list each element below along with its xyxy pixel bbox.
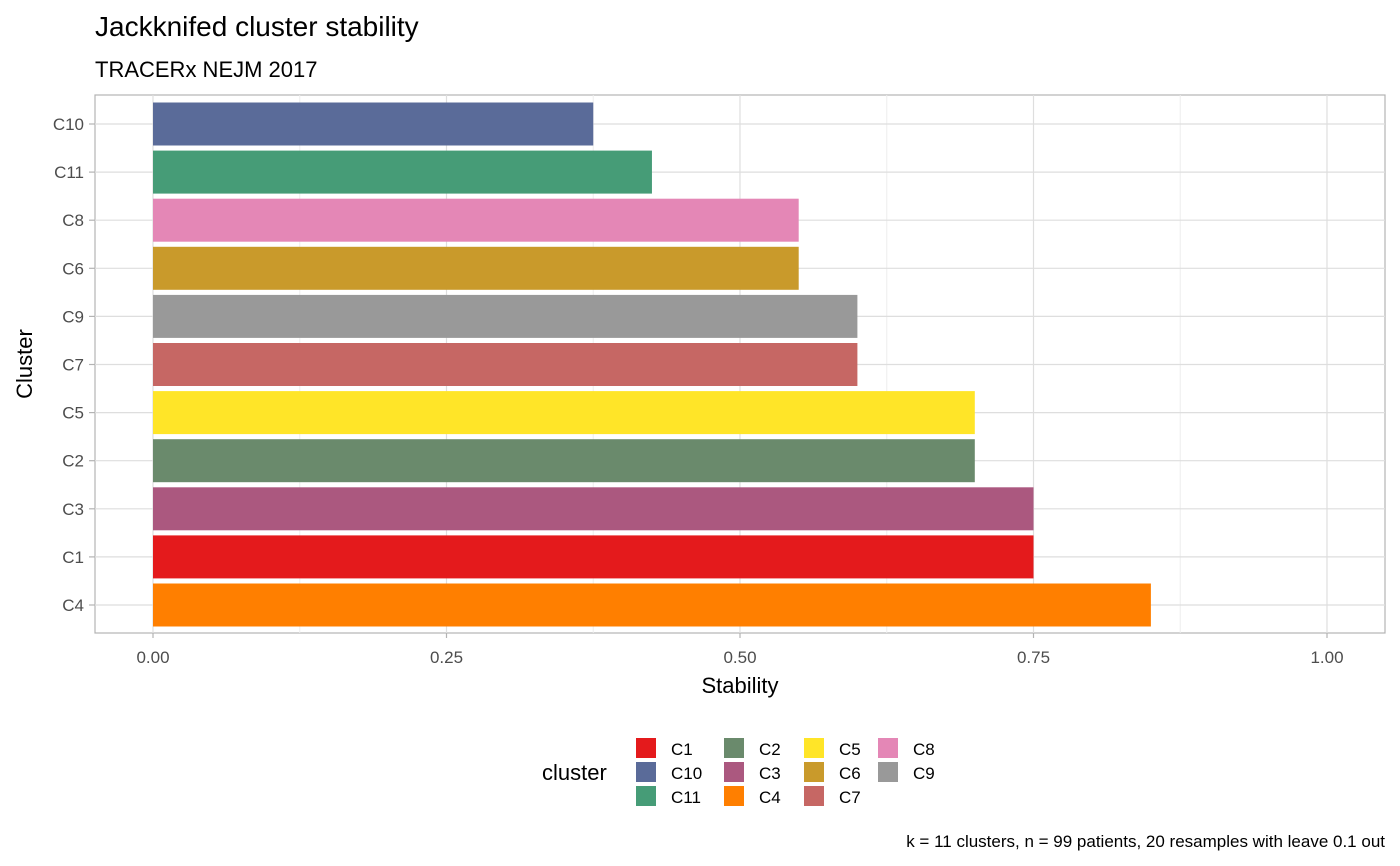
y-tick-label: C2	[62, 452, 84, 471]
y-tick-label: C4	[62, 596, 84, 615]
bars	[153, 102, 1151, 627]
legend-label: C6	[839, 764, 861, 783]
legend-key-c5	[804, 738, 824, 758]
chart-caption: k = 11 clusters, n = 99 patients, 20 res…	[906, 832, 1385, 851]
y-tick-label: C6	[62, 259, 84, 278]
x-tick-label: 0.75	[1017, 648, 1050, 667]
legend-key-c6	[804, 762, 824, 782]
legend-label: C2	[759, 740, 781, 759]
bar-c3	[153, 487, 1034, 531]
x-tick-label: 0.50	[723, 648, 756, 667]
legend-key-c10	[636, 762, 656, 782]
x-tick-label: 0.25	[430, 648, 463, 667]
y-tick-label: C3	[62, 500, 84, 519]
legend-key-c9	[878, 762, 898, 782]
legend-key-c11	[636, 786, 656, 806]
chart-subtitle: TRACERx NEJM 2017	[95, 57, 318, 82]
y-tick-labels: C10 C11 C8 C6 C9 C7 C5 C2 C3 C1 C4	[53, 115, 95, 615]
legend-key-c1	[636, 738, 656, 758]
x-tick-labels: 0.00 0.25 0.50 0.75 1.00	[136, 633, 1344, 667]
bar-c10	[153, 102, 594, 146]
y-tick-label: C7	[62, 356, 84, 375]
legend-key-c4	[724, 786, 744, 806]
legend: C1 C10 C11 C2 C3 C4 C5 C6 C7 C8 C9	[636, 738, 935, 807]
y-tick-label: C10	[53, 115, 84, 134]
legend-label: C8	[913, 740, 935, 759]
x-axis-title: Stability	[701, 673, 778, 698]
bar-c5	[153, 391, 975, 435]
bar-c9	[153, 294, 858, 338]
legend-label: C5	[839, 740, 861, 759]
y-tick-label: C11	[54, 163, 84, 182]
y-axis-title: Cluster	[12, 329, 37, 399]
legend-key-c7	[804, 786, 824, 806]
legend-label: C10	[671, 764, 702, 783]
legend-label: C4	[759, 788, 781, 807]
legend-key-c3	[724, 762, 744, 782]
bar-c4	[153, 583, 1151, 627]
y-tick-label: C5	[62, 404, 84, 423]
y-tick-label: C1	[62, 548, 84, 567]
legend-label: C9	[913, 764, 935, 783]
y-tick-label: C8	[62, 211, 84, 230]
legend-title: cluster	[542, 760, 607, 785]
bar-c11	[153, 150, 652, 194]
legend-key-c8	[878, 738, 898, 758]
y-tick-label: C9	[62, 307, 84, 326]
legend-label: C3	[759, 764, 781, 783]
x-tick-label: 0.00	[136, 648, 169, 667]
legend-label: C1	[671, 740, 693, 759]
x-tick-label: 1.00	[1310, 648, 1343, 667]
legend-label: C7	[839, 788, 861, 807]
bar-c1	[153, 535, 1034, 579]
bar-c8	[153, 198, 799, 242]
legend-key-c2	[724, 738, 744, 758]
bar-c2	[153, 439, 975, 483]
chart-title: Jackknifed cluster stability	[95, 11, 419, 42]
bar-c7	[153, 343, 858, 386]
legend-label: C11	[671, 788, 701, 807]
bar-c6	[153, 246, 799, 290]
